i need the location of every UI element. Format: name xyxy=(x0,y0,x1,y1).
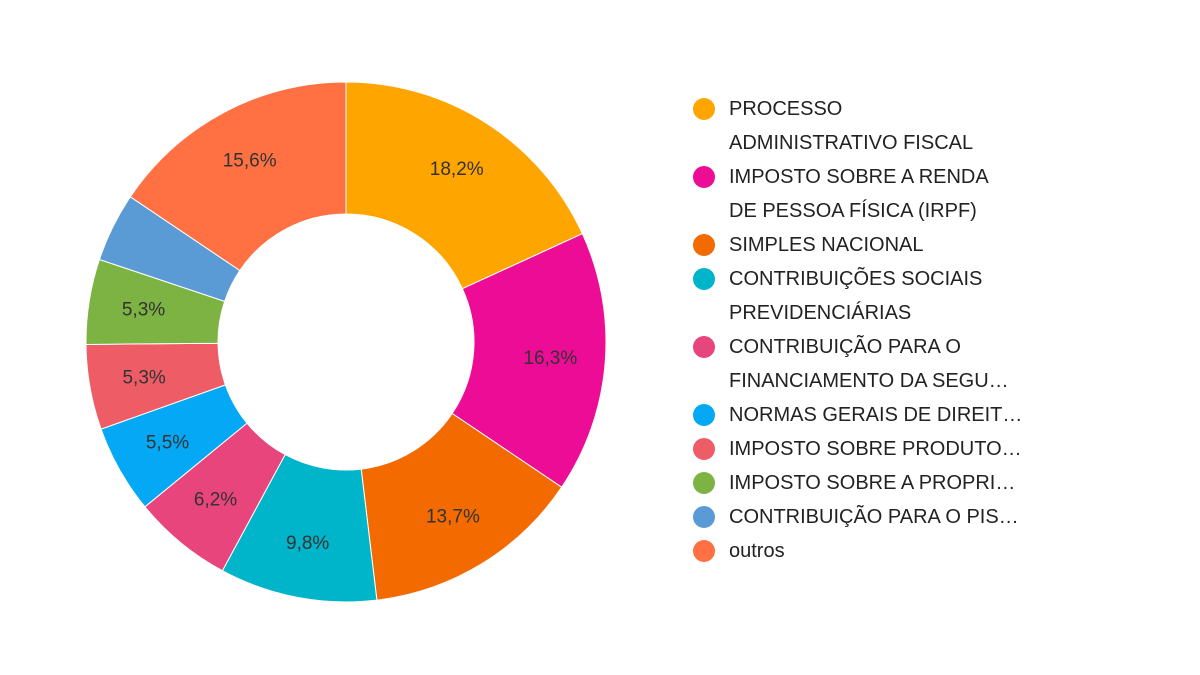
slice-label-10: 15,6% xyxy=(223,151,277,172)
slice-label-2: 16,3% xyxy=(523,348,577,369)
donut-slice-10[interactable] xyxy=(129,81,347,272)
legend-item-6[interactable]: NORMAS GERAIS DE DIREIT… xyxy=(693,398,1073,432)
legend-label: PROCESSO xyxy=(729,98,843,120)
donut-slice-1[interactable] xyxy=(345,81,584,290)
legend-swatch-icon xyxy=(693,438,715,460)
legend-item-1[interactable]: PROCESSO ADMINISTRATIVO FISCAL xyxy=(693,92,1073,160)
legend-swatch-icon xyxy=(693,166,715,188)
legend-label: CONTRIBUIÇÕES SOCIAIS xyxy=(729,268,983,290)
slice-label-6: 5,5% xyxy=(146,432,189,453)
slice-label-4: 9,8% xyxy=(286,533,329,554)
legend-swatch-icon xyxy=(693,506,715,528)
legend-label: ADMINISTRATIVO FISCAL xyxy=(729,132,974,154)
legend-item-2[interactable]: IMPOSTO SOBRE A RENDA DE PESSOA FÍSICA (I… xyxy=(693,160,1073,228)
slice-label-7: 5,3% xyxy=(122,367,165,388)
legend-swatch-icon xyxy=(693,540,715,562)
legend-swatch-icon xyxy=(693,268,715,290)
legend-label: CONTRIBUIÇÃO PARA O xyxy=(729,336,961,358)
legend-item-10[interactable]: outros xyxy=(693,534,1073,568)
legend-item-8[interactable]: IMPOSTO SOBRE A PROPRI… xyxy=(693,466,1073,500)
legend-item-9[interactable]: CONTRIBUIÇÃO PARA O PIS… xyxy=(693,500,1073,534)
legend-label: PREVIDENCIÁRIAS xyxy=(729,302,912,324)
legend-label: NORMAS GERAIS DE DIREIT… xyxy=(729,404,1023,426)
legend-item-4[interactable]: CONTRIBUIÇÕES SOCIAIS PREVIDENCIÁRIAS xyxy=(693,262,1073,330)
donut-slice-3[interactable] xyxy=(360,412,563,601)
slice-label-8: 5,3% xyxy=(122,299,165,320)
legend-item-3[interactable]: SIMPLES NACIONAL xyxy=(693,228,1073,262)
legend-label: IMPOSTO SOBRE A RENDA xyxy=(729,166,989,188)
legend-label: SIMPLES NACIONAL xyxy=(729,234,924,256)
donut-chart: 18,2% 16,3% 13,7% 9,8% 6,2% 5,5% 5,3% 5,3% 15,6% xyxy=(85,81,607,603)
slice-label-3: 13,7% xyxy=(426,506,480,527)
legend-label: IMPOSTO SOBRE PRODUTO… xyxy=(729,438,1022,460)
legend-swatch-icon xyxy=(693,98,715,120)
legend-swatch-icon xyxy=(693,472,715,494)
legend-swatch-icon xyxy=(693,336,715,358)
legend-label: IMPOSTO SOBRE A PROPRI… xyxy=(729,472,1016,494)
legend-label: FINANCIAMENTO DA SEGU… xyxy=(729,370,1009,392)
legend-item-5[interactable]: CONTRIBUIÇÃO PARA O FINANCIAMENTO DA SEGU… xyxy=(693,330,1073,398)
legend-label: DE PESSOA FÍSICA (IRPF) xyxy=(729,200,977,222)
legend-label: outros xyxy=(729,540,785,562)
legend-swatch-icon xyxy=(693,404,715,426)
legend-swatch-icon xyxy=(693,234,715,256)
donut-slice-2[interactable] xyxy=(451,233,607,488)
slice-label-5: 6,2% xyxy=(194,490,237,511)
slice-label-1: 18,2% xyxy=(430,159,484,180)
chart-legend: PROCESSO ADMINISTRATIVO FISCAL IMPOSTO SOB… xyxy=(693,92,1073,568)
legend-label: CONTRIBUIÇÃO PARA O PIS… xyxy=(729,506,1019,528)
legend-item-7[interactable]: IMPOSTO SOBRE PRODUTO… xyxy=(693,432,1073,466)
